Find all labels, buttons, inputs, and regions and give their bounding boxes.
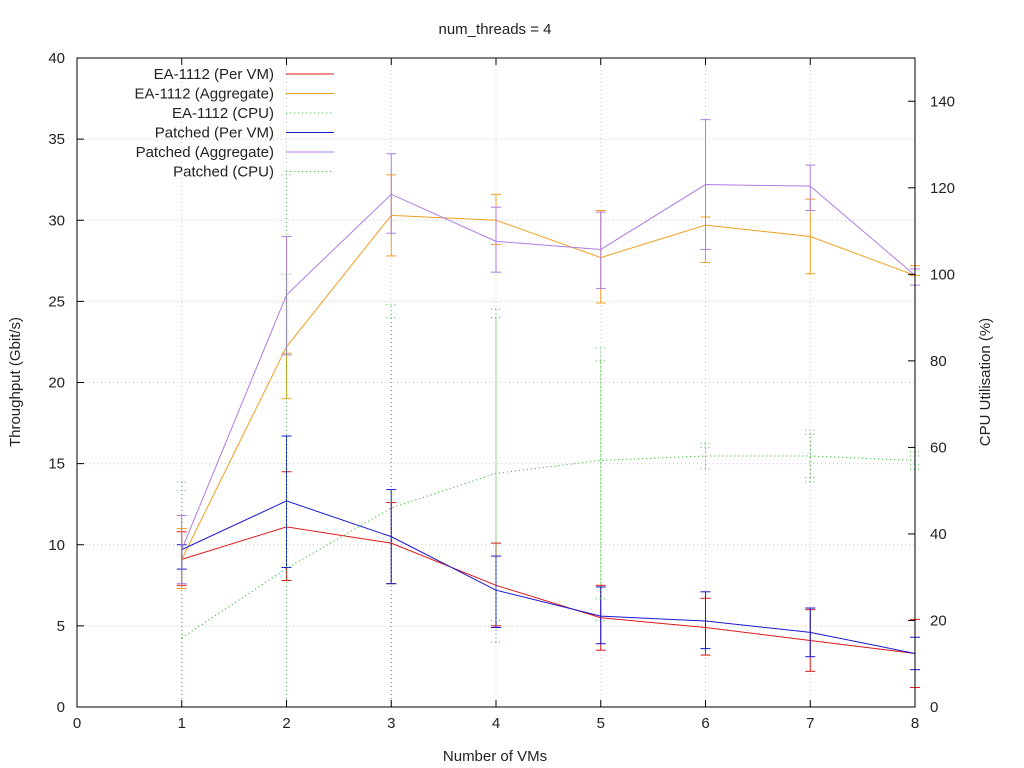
legend-entry: Patched (CPU) (173, 164, 334, 181)
y2-tick-label: 120 (930, 180, 955, 197)
series-2 (176, 174, 920, 708)
y-tick-label: 30 (48, 212, 65, 229)
series-4 (176, 119, 920, 585)
legend-label: Patched (Per VM) (155, 125, 274, 142)
y-tick-label: 10 (48, 537, 65, 554)
series-line (181, 455, 916, 639)
series-line (181, 455, 916, 639)
plot-series (176, 119, 920, 708)
y2-tick-label: 60 (930, 439, 947, 456)
x-tick-label: 3 (387, 715, 395, 732)
y-tick-label: 40 (48, 50, 65, 67)
y2-tick-label: 40 (930, 526, 947, 543)
x-tick-label: 1 (178, 715, 186, 732)
legend-label: EA-1112 (Aggregate) (134, 86, 274, 103)
series-line (181, 500, 916, 654)
x-tick-label: 5 (597, 715, 605, 732)
y2-axis-label: CPU Utilisation (%) (977, 318, 994, 446)
series-0 (176, 471, 920, 689)
y2-tick-label: 20 (930, 612, 947, 629)
axis-ticks: 0 1 2 3 4 5 6 7 80510152025303540020406080100120… (48, 50, 955, 732)
legend-label: Patched (CPU) (173, 164, 274, 181)
y2-tick-label: 0 (930, 699, 938, 716)
legend-label: EA-1112 (CPU) (172, 105, 274, 122)
x-tick-label: 4 (492, 715, 500, 732)
series-line (181, 526, 916, 654)
legend-label: Patched (Aggregate) (136, 144, 274, 161)
series-line (181, 214, 916, 560)
x-tick-label: 7 (806, 715, 814, 732)
x-tick-label: 6 (701, 715, 709, 732)
legend-entry: EA-1112 (Aggregate) (134, 86, 334, 103)
y-tick-label: 25 (48, 293, 65, 310)
x-tick-label: 8 (911, 715, 919, 732)
y-tick-label: 35 (48, 131, 65, 148)
legend-entry: EA-1112 (CPU) (172, 105, 334, 122)
legend: EA-1112 (Per VM) EA-1112 (Aggregate) EA-11… (134, 66, 334, 181)
y-tick-label: 20 (48, 375, 65, 392)
series-5 (176, 273, 920, 708)
chart-title: num_threads = 4 (439, 21, 552, 38)
y2-tick-label: 100 (930, 266, 955, 283)
legend-entry: EA-1112 (Per VM) (154, 66, 334, 83)
series-line (181, 184, 916, 550)
legend-entry: Patched (Aggregate) (136, 144, 334, 161)
y-axis-label: Throughput (Gbit/s) (7, 317, 24, 447)
y2-tick-label: 140 (930, 93, 955, 110)
legend-label: EA-1112 (Per VM) (154, 66, 274, 83)
legend-entry: Patched (Per VM) (155, 125, 334, 142)
y2-tick-label: 80 (930, 353, 947, 370)
x-tick-label: 0 (73, 715, 81, 732)
x-tick-label: 2 (282, 715, 290, 732)
series-3 (176, 435, 920, 671)
y-tick-label: 5 (57, 618, 65, 635)
y-tick-label: 15 (48, 456, 65, 473)
x-axis-label: Number of VMs (443, 748, 547, 765)
y-tick-label: 0 (57, 699, 65, 716)
